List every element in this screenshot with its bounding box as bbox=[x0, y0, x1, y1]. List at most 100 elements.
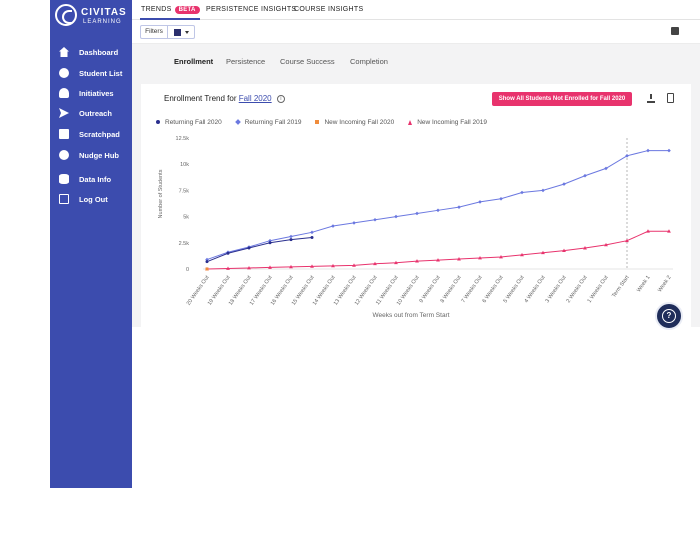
data-point[interactable] bbox=[541, 188, 545, 193]
data-point[interactable] bbox=[457, 205, 461, 209]
sidebar-item-outreach[interactable]: Outreach bbox=[59, 106, 131, 120]
data-point[interactable] bbox=[562, 182, 566, 186]
series-line bbox=[206, 150, 669, 261]
x-tick-label: 4 Weeks Out bbox=[524, 274, 547, 304]
data-point[interactable] bbox=[205, 267, 209, 271]
data-point[interactable] bbox=[226, 266, 230, 270]
data-point[interactable] bbox=[478, 200, 482, 204]
sidebar-item-scratchpad[interactable]: Scratchpad bbox=[59, 127, 131, 141]
sidebar-item-log-out[interactable]: Log Out bbox=[59, 192, 131, 206]
data-point[interactable] bbox=[604, 242, 608, 247]
data-point[interactable] bbox=[562, 248, 566, 253]
sidebar-item-label: Initiatives bbox=[79, 88, 114, 98]
sidebar-item-label: Dashboard bbox=[79, 47, 119, 57]
data-point[interactable] bbox=[646, 229, 650, 233]
data-point[interactable] bbox=[583, 173, 587, 178]
data-point[interactable] bbox=[352, 263, 356, 267]
legend-label: Returning Fall 2020 bbox=[165, 118, 222, 126]
data-point[interactable] bbox=[499, 254, 503, 259]
download-icon[interactable] bbox=[647, 94, 655, 103]
sidebar-item-label: Log Out bbox=[79, 194, 108, 204]
save-icon[interactable] bbox=[671, 27, 679, 35]
data-point[interactable] bbox=[310, 236, 314, 240]
data-point[interactable] bbox=[667, 229, 671, 233]
data-point[interactable] bbox=[415, 211, 419, 216]
data-point[interactable] bbox=[394, 214, 398, 219]
filters-button[interactable]: Filters bbox=[140, 25, 168, 39]
sidebar-item-data-info[interactable]: Data Info bbox=[59, 172, 131, 186]
data-point[interactable] bbox=[373, 217, 377, 222]
data-point[interactable] bbox=[310, 230, 314, 235]
chart-title: Enrollment Trend for Fall 2020 i bbox=[164, 94, 285, 103]
save-dropdown-button[interactable] bbox=[167, 25, 195, 39]
x-tick-label: 5 Weeks Out bbox=[503, 274, 526, 304]
x-tick-label: Week 2 bbox=[657, 275, 673, 294]
y-tick-label: 7.5k bbox=[179, 188, 190, 194]
data-point[interactable] bbox=[373, 261, 377, 266]
data-point[interactable] bbox=[352, 221, 356, 225]
legend-label: Returning Fall 2019 bbox=[244, 118, 302, 126]
sidebar-item-student-list[interactable]: Student List bbox=[59, 66, 131, 80]
data-point[interactable] bbox=[436, 208, 440, 213]
sidebar-item-nudge-hub[interactable]: Nudge Hub bbox=[59, 148, 131, 162]
tab-course-insights[interactable]: COURSE INSIGHTS bbox=[294, 6, 364, 13]
data-point[interactable] bbox=[457, 257, 461, 261]
legend-item[interactable]: Returning Fall 2020 bbox=[156, 117, 222, 127]
data-point[interactable] bbox=[541, 250, 545, 255]
subtab-enrollment[interactable]: Enrollment bbox=[174, 57, 214, 66]
data-point[interactable] bbox=[520, 252, 524, 257]
data-point[interactable] bbox=[520, 190, 524, 195]
x-tick-label: 1 Weeks Out bbox=[587, 274, 610, 304]
term-link[interactable]: Fall 2020 bbox=[238, 94, 272, 103]
data-point[interactable] bbox=[226, 251, 230, 255]
beta-badge: BETA bbox=[174, 6, 200, 14]
subtab-persistence[interactable]: Persistence bbox=[226, 57, 266, 66]
group-icon bbox=[59, 150, 69, 160]
x-tick-label: 6 Weeks Out bbox=[482, 274, 505, 304]
data-point[interactable] bbox=[478, 255, 482, 260]
sidebar-item-label: Outreach bbox=[79, 108, 112, 118]
data-point[interactable] bbox=[289, 238, 293, 242]
legend-item[interactable]: New Incoming Fall 2019 bbox=[408, 117, 487, 127]
data-point[interactable] bbox=[499, 196, 503, 201]
sidebar-item-initiatives[interactable]: Initiatives bbox=[59, 86, 131, 100]
data-point[interactable] bbox=[310, 264, 314, 268]
data-point[interactable] bbox=[289, 264, 293, 269]
data-point[interactable] bbox=[247, 265, 251, 270]
data-point[interactable] bbox=[394, 260, 398, 265]
clipboard-icon[interactable] bbox=[667, 93, 674, 103]
x-axis-label: Weeks out from Term Start bbox=[372, 312, 449, 319]
data-point[interactable] bbox=[289, 234, 293, 239]
data-point[interactable] bbox=[625, 238, 629, 243]
y-tick-label: 10k bbox=[180, 162, 189, 168]
data-point[interactable] bbox=[646, 148, 650, 153]
subtab-completion[interactable]: Completion bbox=[350, 57, 388, 66]
subtab-course-success[interactable]: Course Success bbox=[280, 57, 335, 66]
logout-icon bbox=[59, 194, 69, 204]
tab-trends[interactable]: TRENDS BETA bbox=[141, 6, 200, 14]
data-point[interactable] bbox=[667, 148, 671, 153]
info-icon[interactable]: i bbox=[276, 94, 285, 103]
legend-item[interactable]: New Incoming Fall 2020 bbox=[315, 117, 394, 127]
data-point[interactable] bbox=[583, 246, 587, 250]
sidebar-item-dashboard[interactable]: Dashboard bbox=[59, 45, 131, 59]
x-tick-label: 7 Weeks Out bbox=[461, 274, 484, 304]
tab-persistence-insights[interactable]: PERSISTENCE INSIGHTS bbox=[206, 6, 297, 13]
data-point[interactable] bbox=[331, 263, 335, 268]
show-not-enrolled-button[interactable]: Show All Students Not Enrolled for Fall … bbox=[492, 92, 632, 106]
data-point[interactable] bbox=[415, 259, 419, 263]
help-button[interactable]: ? bbox=[655, 302, 683, 330]
data-point[interactable] bbox=[331, 224, 335, 228]
data-point[interactable] bbox=[247, 246, 251, 250]
data-point[interactable] bbox=[268, 265, 272, 269]
legend-item[interactable]: Returning Fall 2019 bbox=[234, 117, 302, 127]
data-point[interactable] bbox=[268, 241, 272, 245]
chart-legend: Returning Fall 2020 Returning Fall 2019 … bbox=[156, 117, 487, 127]
legend-label: New Incoming Fall 2020 bbox=[324, 118, 395, 126]
data-point[interactable] bbox=[205, 260, 209, 264]
x-tick-label: 3 Weeks Out bbox=[545, 274, 568, 304]
logo-text: CIVITAS bbox=[81, 7, 127, 18]
civitas-logo[interactable]: CIVITAS LEARNING bbox=[55, 4, 129, 30]
data-point[interactable] bbox=[436, 258, 440, 262]
